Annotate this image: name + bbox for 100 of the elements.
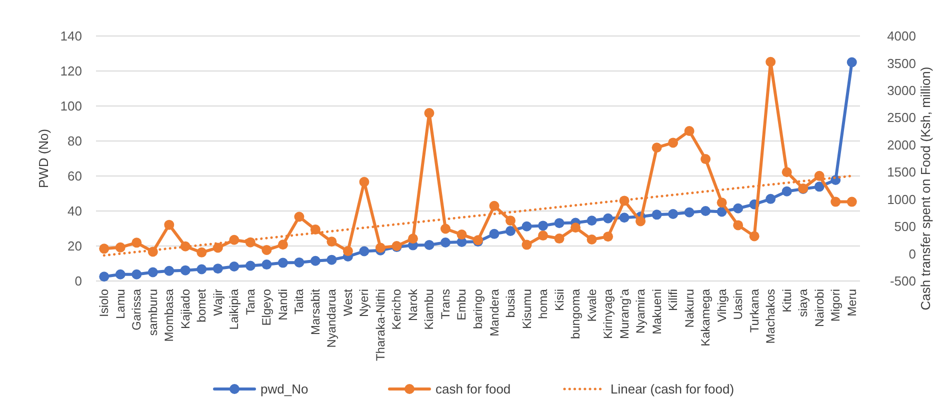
y2-tick-label: 0 [908, 246, 916, 262]
y2-tick-label: 4000 [887, 28, 916, 44]
y-tick-label: 80 [68, 134, 82, 149]
point [554, 218, 564, 228]
x-tick-label: Elgeyo [260, 288, 274, 326]
x-tick-label: baringo [471, 288, 485, 330]
point [684, 207, 694, 218]
x-tick-label: Vihiga [714, 288, 729, 322]
point [359, 176, 370, 187]
point [749, 231, 760, 242]
x-tick-label: Kilifi [666, 289, 680, 312]
point [245, 260, 256, 271]
point [522, 221, 532, 232]
point [506, 226, 516, 236]
y2-tick-label: 2000 [887, 137, 916, 152]
point [180, 265, 190, 276]
y-tick-label: 0 [74, 274, 82, 289]
x-tick-label: Marsabit [308, 288, 322, 336]
y-axis-title: PWD (No) [36, 128, 51, 188]
point [99, 272, 110, 282]
x-tick-label: Mandera [487, 288, 502, 336]
x-tick-label: Lamu [113, 289, 128, 320]
legend-label: Linear (cash for food) [610, 382, 734, 397]
point [278, 240, 288, 250]
point [814, 170, 824, 181]
y2-tick-label: 1500 [887, 164, 916, 180]
x-tick-label: Nyamira [634, 288, 648, 334]
point [212, 264, 223, 274]
point [733, 220, 744, 230]
point [456, 230, 467, 240]
point [766, 194, 776, 204]
y2-axis-title: Cash transfer spent on Food (Ksh, million) [918, 66, 933, 310]
point [846, 196, 857, 207]
y-tick-label: 140 [60, 28, 82, 44]
x-tick-label: Wajir [210, 289, 225, 316]
point [766, 56, 776, 67]
point [132, 269, 142, 280]
x-tick-label: Nairobi [812, 289, 826, 328]
point [278, 258, 288, 268]
x-tick-label: Trans [438, 289, 452, 320]
x-tick-label: Kakamega [698, 288, 713, 346]
x-tick-label: Kirinyaga [601, 288, 616, 340]
point [684, 126, 694, 136]
point [440, 224, 450, 234]
x-tick-label: homa [536, 288, 550, 320]
y2-tick-label: 1000 [887, 192, 916, 207]
point [538, 230, 548, 241]
point [846, 57, 857, 68]
x-tick-label: Kwale [584, 288, 599, 322]
point [636, 216, 646, 226]
point [603, 232, 614, 242]
point [733, 203, 744, 214]
point [148, 267, 158, 278]
point [229, 261, 240, 272]
point [262, 245, 272, 256]
x-tick-label: Uasin [731, 289, 746, 320]
x-tick-label: Nandi [276, 289, 290, 320]
x-tick-label: Meru [844, 289, 859, 316]
x-tick-label: Garissa [130, 288, 144, 330]
point [359, 246, 370, 256]
x-tick-label: Kisumu [520, 289, 534, 330]
point [440, 238, 450, 248]
x-tick-label: Kisii [552, 289, 566, 312]
point [99, 244, 110, 254]
point [814, 182, 824, 192]
point [115, 242, 126, 252]
point [424, 240, 434, 250]
point [342, 246, 353, 256]
x-tick-label: Laikipia [227, 288, 242, 330]
y2-tick-label: 2500 [887, 110, 916, 126]
point [196, 264, 207, 274]
point [782, 167, 792, 178]
x-tick-label: Murang’a [617, 288, 632, 340]
legend-label: pwd_No [260, 382, 308, 397]
y-tick-label: 100 [60, 98, 82, 114]
point [132, 238, 142, 248]
y-tick-label: 120 [60, 64, 82, 79]
point [586, 216, 597, 226]
y-tick-label: 40 [68, 204, 82, 219]
point [115, 269, 126, 280]
x-tick-label: Taita [292, 288, 306, 314]
point [700, 154, 711, 164]
point [652, 210, 662, 220]
x-tick-label: Mombasa [162, 288, 176, 342]
x-tick-label: bomet [194, 288, 209, 322]
point [700, 206, 711, 216]
point [506, 216, 516, 226]
x-tick-label: Kericho [390, 288, 404, 330]
y2-tick-label: 500 [894, 219, 916, 234]
point [489, 228, 500, 239]
x-tick-label: Nakuru [682, 289, 696, 328]
point [408, 234, 418, 244]
x-tick-label: Nyeri [357, 289, 372, 318]
point [164, 266, 174, 276]
point [652, 142, 662, 153]
x-tick-label: Tana [243, 288, 258, 316]
point [262, 260, 272, 270]
x-tick-label: Kajiado [178, 288, 192, 330]
x-tick-label: Embu [454, 289, 469, 320]
point [424, 108, 434, 118]
